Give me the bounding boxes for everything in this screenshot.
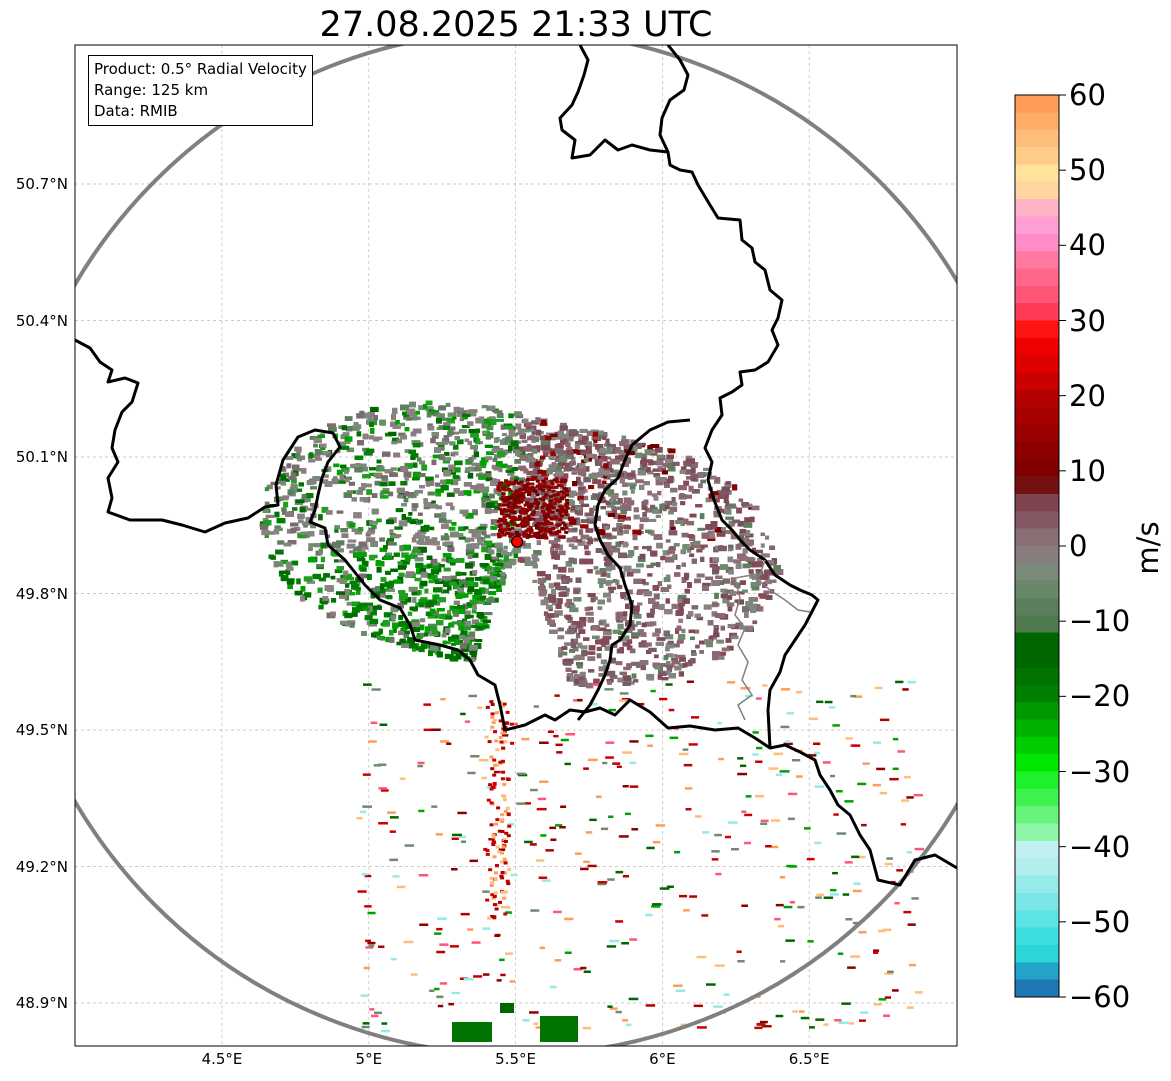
colorbar-tick-label: −30 (1069, 754, 1131, 789)
country-borders (75, 45, 957, 887)
colorbar (1014, 94, 1066, 998)
colorbar-ticks (1059, 94, 1066, 998)
lon-tick-label: 4.5°E (201, 1050, 243, 1068)
colorbar-tick-label: 0 (1069, 529, 1088, 563)
colorbar-tick-label: −60 (1069, 980, 1131, 1014)
product-info-box: Product: 0.5° Radial Velocity Range: 125… (88, 55, 313, 126)
lon-tick-label: 6.5°E (788, 1050, 830, 1068)
lat-tick-label: 49.2°N (15, 857, 68, 876)
lat-tick-label: 48.9°N (15, 994, 68, 1012)
colorbar-tick-label: 10 (1069, 453, 1106, 488)
border-belgium-france (75, 338, 957, 887)
plot-frame (74, 44, 958, 1047)
colorbar-tick-label: −20 (1069, 679, 1131, 714)
provincial-borders (734, 559, 811, 721)
lon-tick-label: 5.5°E (495, 1050, 537, 1068)
radar-site-marker (510, 535, 524, 548)
lon-tick-label: 6°E (649, 1050, 676, 1068)
colorbar-unit-label: m/s (1131, 521, 1165, 575)
border-germany-north (658, 45, 690, 153)
product-line: Product: 0.5° Radial Velocity (94, 60, 307, 78)
border-belgium-luxembourg (576, 418, 691, 721)
range-line: Range: 125 km (94, 81, 209, 99)
border-germany (558, 45, 820, 749)
colorbar-tick-label: 40 (1069, 228, 1106, 263)
gridlines (75, 45, 957, 1046)
radar-echoes (259, 400, 925, 1042)
colorbar-tick-label: −50 (1069, 904, 1131, 939)
lat-tick-label: 50.1°N (15, 448, 68, 466)
lat-tick-label: 49.8°N (15, 584, 68, 603)
lat-tick-label: 49.5°N (15, 721, 68, 739)
colorbar-tick-label: 20 (1069, 378, 1106, 413)
lat-tick-label: 50.4°N (15, 311, 68, 330)
lat-tick-label: 50.7°N (15, 175, 68, 193)
colorbar-tick-label: 60 (1069, 78, 1106, 112)
figure-title: 27.08.2025 21:33 UTC (319, 5, 713, 45)
colorbar-tick-label: 30 (1069, 303, 1106, 338)
data-source-line: Data: RMIB (94, 102, 178, 120)
lon-tick-label: 5°E (355, 1050, 383, 1068)
colorbar-tick-label: −40 (1069, 829, 1131, 864)
colorbar-tick-label: −10 (1069, 604, 1131, 639)
colorbar-tick-label: 50 (1069, 153, 1106, 188)
